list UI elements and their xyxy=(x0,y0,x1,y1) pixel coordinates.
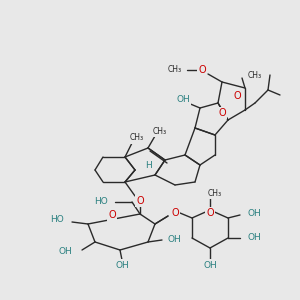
Text: OH: OH xyxy=(58,248,72,256)
Text: H: H xyxy=(145,160,152,169)
Text: CH₃: CH₃ xyxy=(208,188,222,197)
Text: O: O xyxy=(218,108,226,118)
Text: O: O xyxy=(171,208,179,218)
Text: O: O xyxy=(170,208,178,218)
Text: O: O xyxy=(206,208,214,218)
Text: OH: OH xyxy=(248,232,262,242)
Text: O: O xyxy=(108,210,116,220)
Text: OH: OH xyxy=(115,260,129,269)
Text: CH₃: CH₃ xyxy=(248,71,262,80)
Text: OH: OH xyxy=(203,260,217,269)
Text: OH: OH xyxy=(176,95,190,104)
Text: CH₃: CH₃ xyxy=(130,134,144,142)
Text: HO: HO xyxy=(50,215,64,224)
Text: OH: OH xyxy=(248,208,262,217)
Text: O: O xyxy=(233,91,241,101)
Text: HO: HO xyxy=(94,196,108,206)
Text: O: O xyxy=(198,65,206,75)
Text: OH: OH xyxy=(168,236,182,244)
Text: CH₃: CH₃ xyxy=(168,65,182,74)
Text: CH₃: CH₃ xyxy=(153,127,167,136)
Text: O: O xyxy=(136,196,144,206)
